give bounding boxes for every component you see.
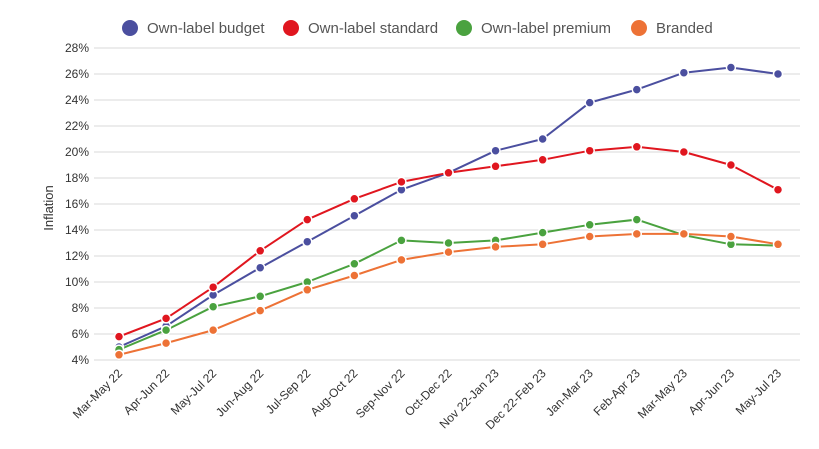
- data-point: [443, 167, 454, 179]
- data-point: [678, 67, 690, 78]
- y-tick-label: 26%: [65, 67, 89, 81]
- data-point: [349, 270, 360, 281]
- legend-marker: [283, 20, 299, 36]
- data-point: [537, 227, 548, 238]
- y-tick-label: 28%: [65, 41, 89, 55]
- data-point: [678, 228, 690, 240]
- data-point: [584, 145, 595, 156]
- data-point: [537, 154, 548, 166]
- data-point: [254, 305, 266, 316]
- legend-marker: [631, 20, 647, 36]
- x-tick-label: Sep-Nov 22: [353, 366, 408, 421]
- data-point: [302, 236, 313, 247]
- y-tick-label: 22%: [65, 119, 89, 133]
- data-point: [443, 246, 454, 258]
- data-point: [631, 84, 643, 95]
- legend: Own-label budget Own-label standard Own-la…: [122, 20, 713, 37]
- data-point: [490, 145, 501, 156]
- data-point: [349, 193, 360, 205]
- legend-marker: [456, 20, 472, 36]
- y-tick-label: 4%: [72, 353, 90, 367]
- data-point: [772, 184, 784, 195]
- data-point: [396, 254, 407, 266]
- y-tick-label: 24%: [65, 93, 89, 107]
- data-point: [772, 68, 784, 80]
- data-point: [725, 62, 737, 73]
- x-tick-label: Jan-Mar 23: [543, 366, 596, 419]
- data-point: [678, 146, 690, 158]
- data-point: [207, 301, 219, 312]
- data-point: [160, 337, 172, 349]
- data-point: [113, 349, 125, 361]
- data-point: [160, 324, 172, 336]
- data-point: [396, 235, 407, 246]
- y-tick-label: 18%: [65, 171, 89, 185]
- y-tick-label: 16%: [65, 197, 89, 211]
- data-point: [490, 241, 501, 253]
- data-point: [537, 239, 548, 250]
- y-tick-label: 14%: [65, 223, 89, 237]
- data-point: [537, 133, 548, 145]
- data-point: [725, 159, 737, 171]
- series-lines: [118, 66, 779, 356]
- data-point: [160, 313, 172, 324]
- y-tick-label: 8%: [72, 301, 90, 315]
- data-point: [349, 258, 360, 270]
- data-point: [584, 231, 595, 242]
- x-tick-label: Mar-May 23: [635, 366, 690, 421]
- y-axis-ticks: 4% 6% 8% 10% 12% 14% 16% 18% 20% 22% 24% 26% 28%: [65, 41, 89, 367]
- data-point: [349, 210, 360, 221]
- data-point: [207, 281, 219, 293]
- y-tick-label: 12%: [65, 249, 89, 263]
- x-tick-label: Apr-Jun 22: [121, 366, 173, 418]
- legend-label: Own-label standard: [308, 20, 438, 37]
- data-point: [631, 228, 643, 240]
- series-points: [113, 62, 784, 361]
- y-tick-label: 20%: [65, 145, 89, 159]
- data-point: [113, 331, 125, 342]
- data-point: [254, 245, 266, 257]
- data-point: [302, 284, 313, 296]
- data-point: [302, 214, 313, 225]
- data-point: [584, 97, 595, 108]
- data-point: [772, 239, 784, 250]
- data-point: [725, 231, 737, 242]
- data-point: [207, 324, 219, 336]
- legend-label: Branded: [656, 20, 713, 37]
- data-point: [490, 161, 501, 172]
- data-point: [584, 219, 595, 231]
- data-point: [443, 237, 454, 249]
- x-tick-label: Apr-Jun 23: [686, 366, 738, 418]
- data-point: [631, 214, 643, 225]
- data-point: [254, 262, 266, 273]
- legend-label: Own-label premium: [481, 20, 611, 37]
- y-axis-title: Inflation: [41, 185, 56, 231]
- x-tick-label: May-Jul 22: [168, 366, 220, 418]
- x-tick-label: Mar-May 22: [70, 366, 125, 421]
- data-point: [631, 141, 643, 153]
- y-tick-label: 6%: [72, 327, 90, 341]
- x-tick-label: May-Jul 23: [733, 366, 785, 418]
- legend-marker: [122, 20, 138, 36]
- y-tick-label: 10%: [65, 275, 89, 289]
- legend-label: Own-label budget: [147, 20, 265, 37]
- data-point: [396, 176, 407, 188]
- data-point: [254, 291, 266, 302]
- x-tick-label: Jul-Sep 22: [263, 366, 314, 417]
- x-tick-label: Jun-Aug 22: [213, 366, 267, 420]
